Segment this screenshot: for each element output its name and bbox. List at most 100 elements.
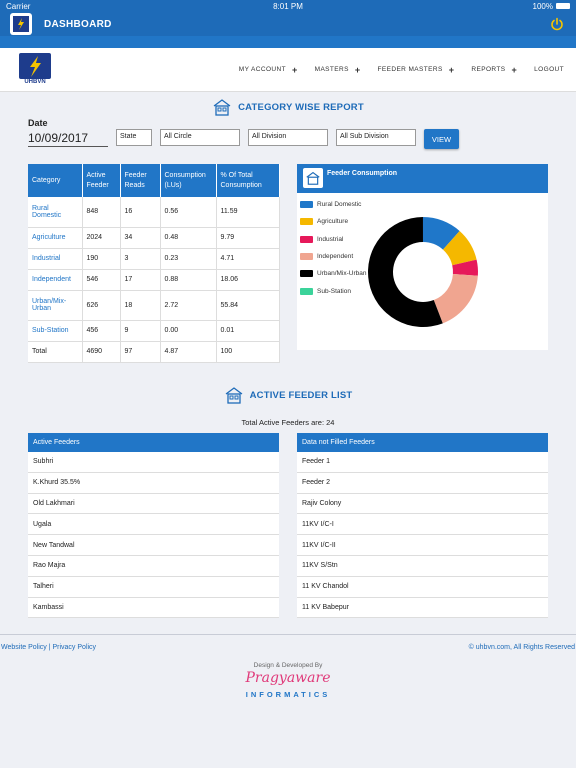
donut-slice-rural-domestic[interactable] bbox=[423, 217, 460, 250]
legend-item[interactable]: Independent bbox=[300, 248, 367, 265]
list-item[interactable]: Feeder 1 bbox=[297, 452, 548, 473]
donut-slice-agriculture[interactable] bbox=[442, 230, 477, 266]
sub-division-select[interactable]: All Sub Division bbox=[336, 129, 416, 146]
date-field[interactable]: 10/09/2017 bbox=[28, 131, 108, 147]
active-feeder-heading: ACTIVE FEEDER LIST bbox=[0, 386, 576, 404]
table-cell: 3 bbox=[120, 248, 161, 270]
table-header-row: Category Active Feeder Feeder Reads Cons… bbox=[28, 164, 280, 197]
division-select[interactable]: All Division bbox=[248, 129, 328, 146]
column-header: Consumption (LUs) bbox=[160, 164, 217, 197]
table-cell: 18 bbox=[120, 290, 161, 321]
column-header: % Of Total Consumption bbox=[216, 164, 280, 197]
nav-item-logout[interactable]: LOGOUT bbox=[534, 65, 564, 75]
active-feeder-title: ACTIVE FEEDER LIST bbox=[249, 389, 353, 401]
circle-select[interactable]: All Circle bbox=[160, 129, 240, 146]
legend-swatch bbox=[300, 287, 313, 295]
table-row: Sub-Station 456 9 0.00 0.01 bbox=[28, 320, 280, 342]
site-logo[interactable]: UHBVN bbox=[16, 52, 54, 88]
list-item[interactable]: 11KV I/C-II bbox=[297, 535, 548, 556]
category-table: Category Active Feeder Feeder Reads Cons… bbox=[28, 164, 280, 363]
header-strip bbox=[0, 36, 576, 48]
list-item[interactable]: New Tandwal bbox=[28, 535, 279, 556]
category-link[interactable]: Agriculture bbox=[28, 227, 83, 249]
table-cell: 4.87 bbox=[160, 341, 217, 363]
policy-links[interactable]: Website Policy | Privacy Policy bbox=[1, 644, 97, 651]
nav-menu: MY ACCOUNT + MASTERS + FEEDER MASTERS + … bbox=[239, 65, 564, 75]
not-filled-feeders-list: Data not Filled Feeders Feeder 1 Feeder … bbox=[297, 433, 548, 619]
column-header: Category bbox=[28, 164, 83, 197]
list-item[interactable]: 11 KV Babepur bbox=[297, 598, 548, 619]
legend-label: Urban/Mix-Urban bbox=[317, 270, 367, 278]
list-item[interactable]: Subhri bbox=[28, 452, 279, 473]
list-item[interactable]: 11 KV Chandol bbox=[297, 577, 548, 598]
legend-label: Agriculture bbox=[317, 218, 349, 226]
table-cell: 97 bbox=[120, 341, 161, 363]
state-select[interactable]: State bbox=[116, 129, 152, 146]
nav-item-label: MY ACCOUNT bbox=[238, 66, 286, 73]
category-link[interactable]: Industrial bbox=[28, 248, 83, 270]
nav-item-feeder-masters[interactable]: FEEDER MASTERS + bbox=[378, 65, 455, 75]
app-logo-icon bbox=[10, 13, 32, 35]
legend-label: Independent bbox=[317, 253, 354, 261]
legend-item[interactable]: Urban/Mix-Urban bbox=[300, 265, 367, 282]
nav-item-masters[interactable]: MASTERS + bbox=[315, 65, 361, 75]
nav-item-reports[interactable]: REPORTS + bbox=[471, 65, 517, 75]
legend-item[interactable]: Industrial bbox=[300, 231, 367, 248]
list-item[interactable]: 11KV I/C-I bbox=[297, 514, 548, 536]
legend-swatch bbox=[300, 201, 313, 209]
table-cell: 9 bbox=[120, 320, 161, 342]
power-icon[interactable] bbox=[550, 17, 564, 31]
plus-icon: + bbox=[511, 64, 518, 75]
list-item[interactable]: Kambassi bbox=[28, 598, 279, 619]
view-button[interactable]: VIEW bbox=[424, 129, 459, 149]
date-label: Date bbox=[28, 118, 48, 128]
table-cell: 848 bbox=[82, 197, 121, 228]
list-item[interactable]: Ugala bbox=[28, 514, 279, 536]
category-link[interactable]: Rural Domestic bbox=[28, 197, 83, 228]
house-icon bbox=[303, 168, 323, 188]
nav-item-my-account[interactable]: MY ACCOUNT + bbox=[239, 65, 298, 75]
list-item[interactable]: Feeder 2 bbox=[297, 473, 548, 494]
category-link[interactable]: Independent bbox=[28, 269, 83, 291]
plus-icon: + bbox=[354, 64, 361, 75]
donut-chart bbox=[368, 217, 478, 327]
category-report-heading: CATEGORY WISE REPORT bbox=[0, 98, 576, 116]
table-cell: 55.84 bbox=[216, 290, 280, 321]
table-cell: 4690 bbox=[82, 341, 121, 363]
table-cell: 9.79 bbox=[216, 227, 280, 249]
app-bar: DASHBOARD bbox=[0, 12, 576, 36]
developer-logo-sub: INFORMATICS bbox=[245, 690, 331, 699]
developer-logo: Pragyaware bbox=[245, 670, 331, 686]
table-cell: 4.71 bbox=[216, 248, 280, 270]
list-item[interactable]: Rajiv Colony bbox=[297, 494, 548, 515]
donut-slice-industrial[interactable] bbox=[452, 259, 478, 276]
battery: 100% bbox=[533, 2, 570, 11]
table-cell: 2.72 bbox=[160, 290, 217, 321]
list-item[interactable]: 11KV S/Stn bbox=[297, 556, 548, 577]
chart-header: Feeder Consumption bbox=[297, 164, 548, 193]
list-item[interactable]: Talheri bbox=[28, 577, 279, 598]
table-cell: 0.01 bbox=[216, 320, 280, 342]
legend-item[interactable]: Sub-Station bbox=[300, 282, 367, 299]
chart-title: Feeder Consumption bbox=[327, 170, 398, 177]
donut-slice-independent[interactable] bbox=[433, 274, 478, 324]
donut-slice-urban-mix-urban[interactable] bbox=[368, 217, 443, 327]
table-cell: 2024 bbox=[82, 227, 121, 249]
legend-label: Rural Domestic bbox=[317, 201, 362, 209]
category-link[interactable]: Urban/Mix-Urban bbox=[28, 290, 83, 321]
table-row: Rural Domestic 848 16 0.56 11.59 bbox=[28, 197, 280, 228]
column-header: Feeder Reads bbox=[120, 164, 161, 197]
category-link[interactable]: Sub-Station bbox=[28, 320, 83, 342]
list-item[interactable]: Rao Majra bbox=[28, 556, 279, 577]
legend-label: Sub-Station bbox=[317, 287, 351, 295]
table-row: Independent 546 17 0.88 18.06 bbox=[28, 269, 280, 291]
list-item[interactable]: Old Lakhmari bbox=[28, 494, 279, 515]
active-feeders-list: Active Feeders Subhri K.Khurd 35.5% Old … bbox=[28, 433, 279, 619]
table-row: Industrial 190 3 0.23 4.71 bbox=[28, 248, 280, 270]
legend-label: Industrial bbox=[317, 235, 344, 243]
status-bar: Carrier 8:01 PM 100% bbox=[0, 0, 576, 12]
legend-item[interactable]: Rural Domestic bbox=[300, 196, 367, 213]
legend-item[interactable]: Agriculture bbox=[300, 213, 367, 230]
table-cell: 546 bbox=[82, 269, 121, 291]
list-item[interactable]: K.Khurd 35.5% bbox=[28, 473, 279, 494]
